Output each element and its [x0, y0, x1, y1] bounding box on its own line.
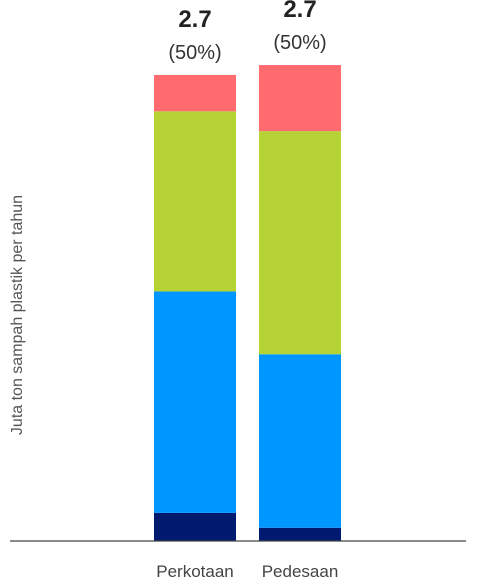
y-axis-title: Juta ton sampah plastik per tahun — [9, 195, 26, 435]
bar-segment-perkotaan-1 — [154, 291, 236, 513]
bar-segment-pedesaan-3 — [259, 65, 341, 132]
total-label-pedesaan: 2.7 — [283, 0, 316, 23]
bar-segment-pedesaan-2 — [259, 131, 341, 355]
total-label-perkotaan: 2.7 — [178, 6, 211, 33]
category-label-pedesaan: Pedesaan — [262, 562, 339, 578]
bar-segment-perkotaan-0 — [154, 512, 236, 541]
bars-group — [154, 65, 341, 541]
bar-segment-pedesaan-0 — [259, 527, 341, 541]
share-label-pedesaan: (50%) — [273, 32, 326, 54]
share-label-perkotaan: (50%) — [168, 42, 221, 64]
bar-segment-pedesaan-1 — [259, 354, 341, 528]
category-label-perkotaan: Perkotaan — [156, 562, 234, 578]
bar-segment-perkotaan-2 — [154, 111, 236, 292]
bar-segment-perkotaan-3 — [154, 74, 236, 112]
labels-group: (50%) 2.7 Perkotaan (50%) 2.7 Pedesaan — [156, 0, 338, 578]
